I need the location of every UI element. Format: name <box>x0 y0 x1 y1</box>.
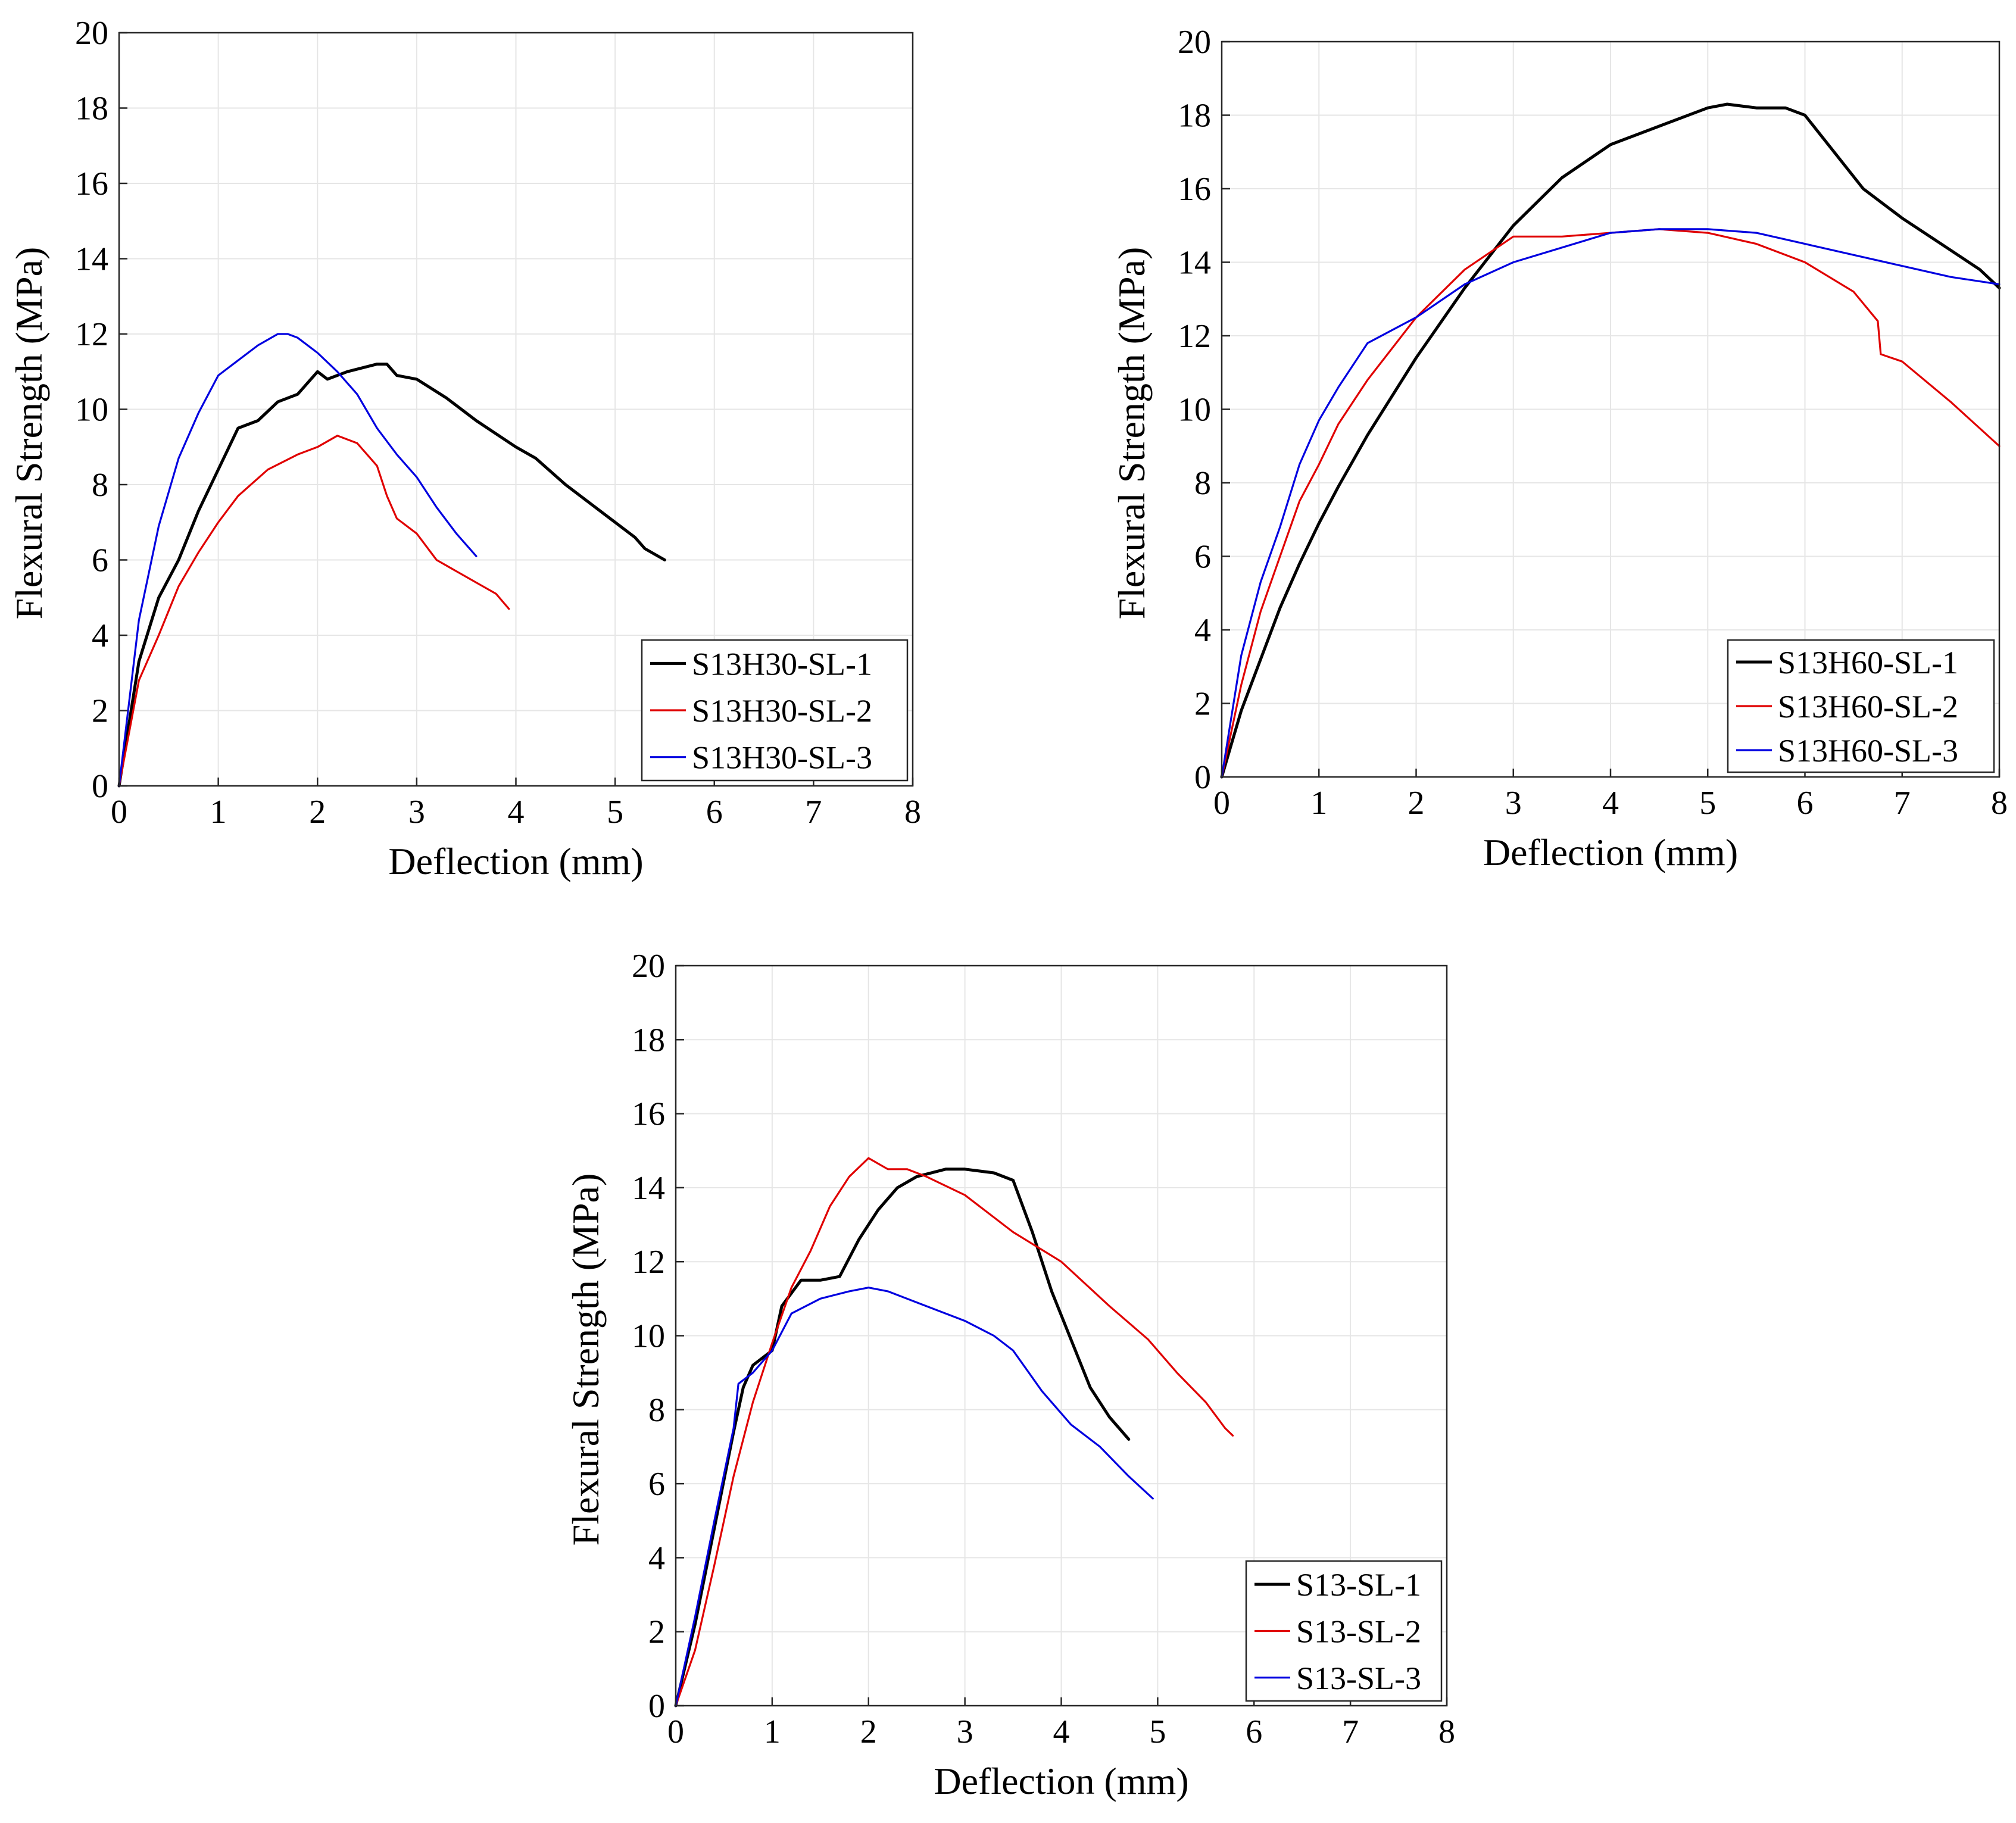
legend-label: S13H30-SL-2 <box>692 693 872 729</box>
legend-label: S13-SL-1 <box>1296 1567 1421 1603</box>
y-tick-label: 12 <box>1178 318 1211 355</box>
y-tick-label: 6 <box>648 1466 665 1503</box>
x-tick-label: 8 <box>1438 1713 1455 1750</box>
x-tick-label: 3 <box>957 1713 973 1750</box>
y-tick-label: 16 <box>75 166 108 202</box>
legend-box <box>641 639 909 782</box>
x-tick-label: 3 <box>1505 785 1522 822</box>
x-tick-label: 6 <box>1246 1713 1262 1750</box>
x-tick-label: 0 <box>111 794 127 831</box>
legend-label: S13H30-SL-3 <box>692 740 872 776</box>
y-axis-label: Flexural Strength (MPa) <box>8 247 50 620</box>
series-line-S13H30-SL-3 <box>118 333 478 787</box>
y-tick-label: 10 <box>1178 392 1211 429</box>
y-tick-label: 18 <box>632 1022 665 1059</box>
y-tick-label: 4 <box>648 1540 665 1577</box>
x-tick-label: 6 <box>706 794 723 831</box>
y-tick-label: 10 <box>75 392 108 429</box>
series-line-S13H30-SL-2 <box>118 435 510 787</box>
y-tick-label: 16 <box>1178 171 1211 208</box>
legend: S13H30-SL-1 S13H30-SL-2 S13H30-SL-3 <box>641 639 909 782</box>
y-tick-label: 2 <box>648 1614 665 1651</box>
y-tick-label: 14 <box>1178 245 1211 282</box>
x-tick-label: 1 <box>764 1713 781 1750</box>
legend-label: S13-SL-3 <box>1296 1660 1421 1696</box>
x-tick-label: 8 <box>904 794 921 831</box>
series-line-S13-SL-1 <box>674 1168 1131 1707</box>
x-tick-label: 0 <box>1213 785 1230 822</box>
y-tick-label: 20 <box>75 15 108 52</box>
x-tick-label: 4 <box>1053 1713 1070 1750</box>
legend-label: S13H60-SL-2 <box>1778 689 1958 725</box>
series-line-S13H60-SL-1 <box>1220 102 2001 779</box>
y-tick-label: 20 <box>632 948 665 985</box>
x-axis-label: Deflection (mm) <box>388 840 643 882</box>
y-axis-label: Flexural Strength (MPa) <box>1110 247 1153 620</box>
y-tick-label: 18 <box>75 90 108 127</box>
legend-label: S13H30-SL-1 <box>692 646 872 682</box>
y-tick-label: 2 <box>1194 686 1211 723</box>
y-tick-label: 12 <box>632 1244 665 1281</box>
x-tick-label: 5 <box>1149 1713 1166 1750</box>
y-tick-label: 16 <box>632 1096 665 1133</box>
x-tick-label: 2 <box>1408 785 1425 822</box>
y-tick-label: 8 <box>1194 465 1211 502</box>
x-tick-label: 1 <box>1310 785 1327 822</box>
y-tick-label: 12 <box>75 316 108 353</box>
legend-label: S13-SL-2 <box>1296 1614 1421 1650</box>
x-axis-label: Deflection (mm) <box>934 1760 1188 1802</box>
y-tick-label: 10 <box>632 1318 665 1355</box>
y-tick-label: 8 <box>648 1392 665 1429</box>
y-tick-label: 18 <box>1178 98 1211 135</box>
y-tick-label: 14 <box>75 241 108 278</box>
series-line-S13H60-SL-3 <box>1221 228 2001 778</box>
legend: S13-SL-1 S13-SL-2 S13-SL-3 <box>1245 1560 1443 1702</box>
y-tick-label: 4 <box>92 617 108 654</box>
x-tick-label: 5 <box>1699 785 1716 822</box>
x-tick-label: 4 <box>1602 785 1619 822</box>
legend: S13H60-SL-1 S13H60-SL-2 S13H60-SL-3 <box>1727 639 1995 773</box>
y-tick-label: 6 <box>1194 539 1211 576</box>
series-line-S13-SL-2 <box>675 1157 1234 1707</box>
y-tick-label: 0 <box>648 1688 665 1725</box>
y-tick-label: 8 <box>92 467 108 504</box>
y-tick-label: 0 <box>1194 759 1211 796</box>
x-tick-label: 6 <box>1797 785 1814 822</box>
series-line-S13H30-SL-1 <box>117 363 666 788</box>
x-tick-label: 0 <box>667 1713 684 1750</box>
legend-label: S13H60-SL-1 <box>1778 645 1958 680</box>
y-tick-label: 20 <box>1178 24 1211 61</box>
y-tick-label: 4 <box>1194 612 1211 649</box>
x-tick-label: 7 <box>805 794 822 831</box>
x-tick-label: 1 <box>210 794 227 831</box>
series-line-S13H60-SL-2 <box>1221 228 2001 778</box>
y-tick-label: 14 <box>632 1170 665 1207</box>
x-tick-label: 2 <box>860 1713 877 1750</box>
x-tick-label: 4 <box>508 794 525 831</box>
y-tick-label: 2 <box>92 693 108 730</box>
x-tick-label: 7 <box>1894 785 1911 822</box>
x-tick-label: 8 <box>1991 785 2008 822</box>
x-axis-label: Deflection (mm) <box>1483 831 1738 873</box>
series-line-S13-SL-3 <box>675 1287 1154 1707</box>
x-tick-label: 2 <box>309 794 326 831</box>
legend-box <box>1727 639 1995 773</box>
x-tick-label: 7 <box>1342 1713 1359 1750</box>
legend-label: S13H60-SL-3 <box>1778 733 1958 769</box>
x-tick-label: 5 <box>607 794 623 831</box>
x-tick-label: 3 <box>408 794 425 831</box>
y-tick-label: 0 <box>92 768 108 805</box>
y-tick-label: 6 <box>92 542 108 579</box>
y-axis-label: Flexural Strength (MPa) <box>564 1173 607 1546</box>
